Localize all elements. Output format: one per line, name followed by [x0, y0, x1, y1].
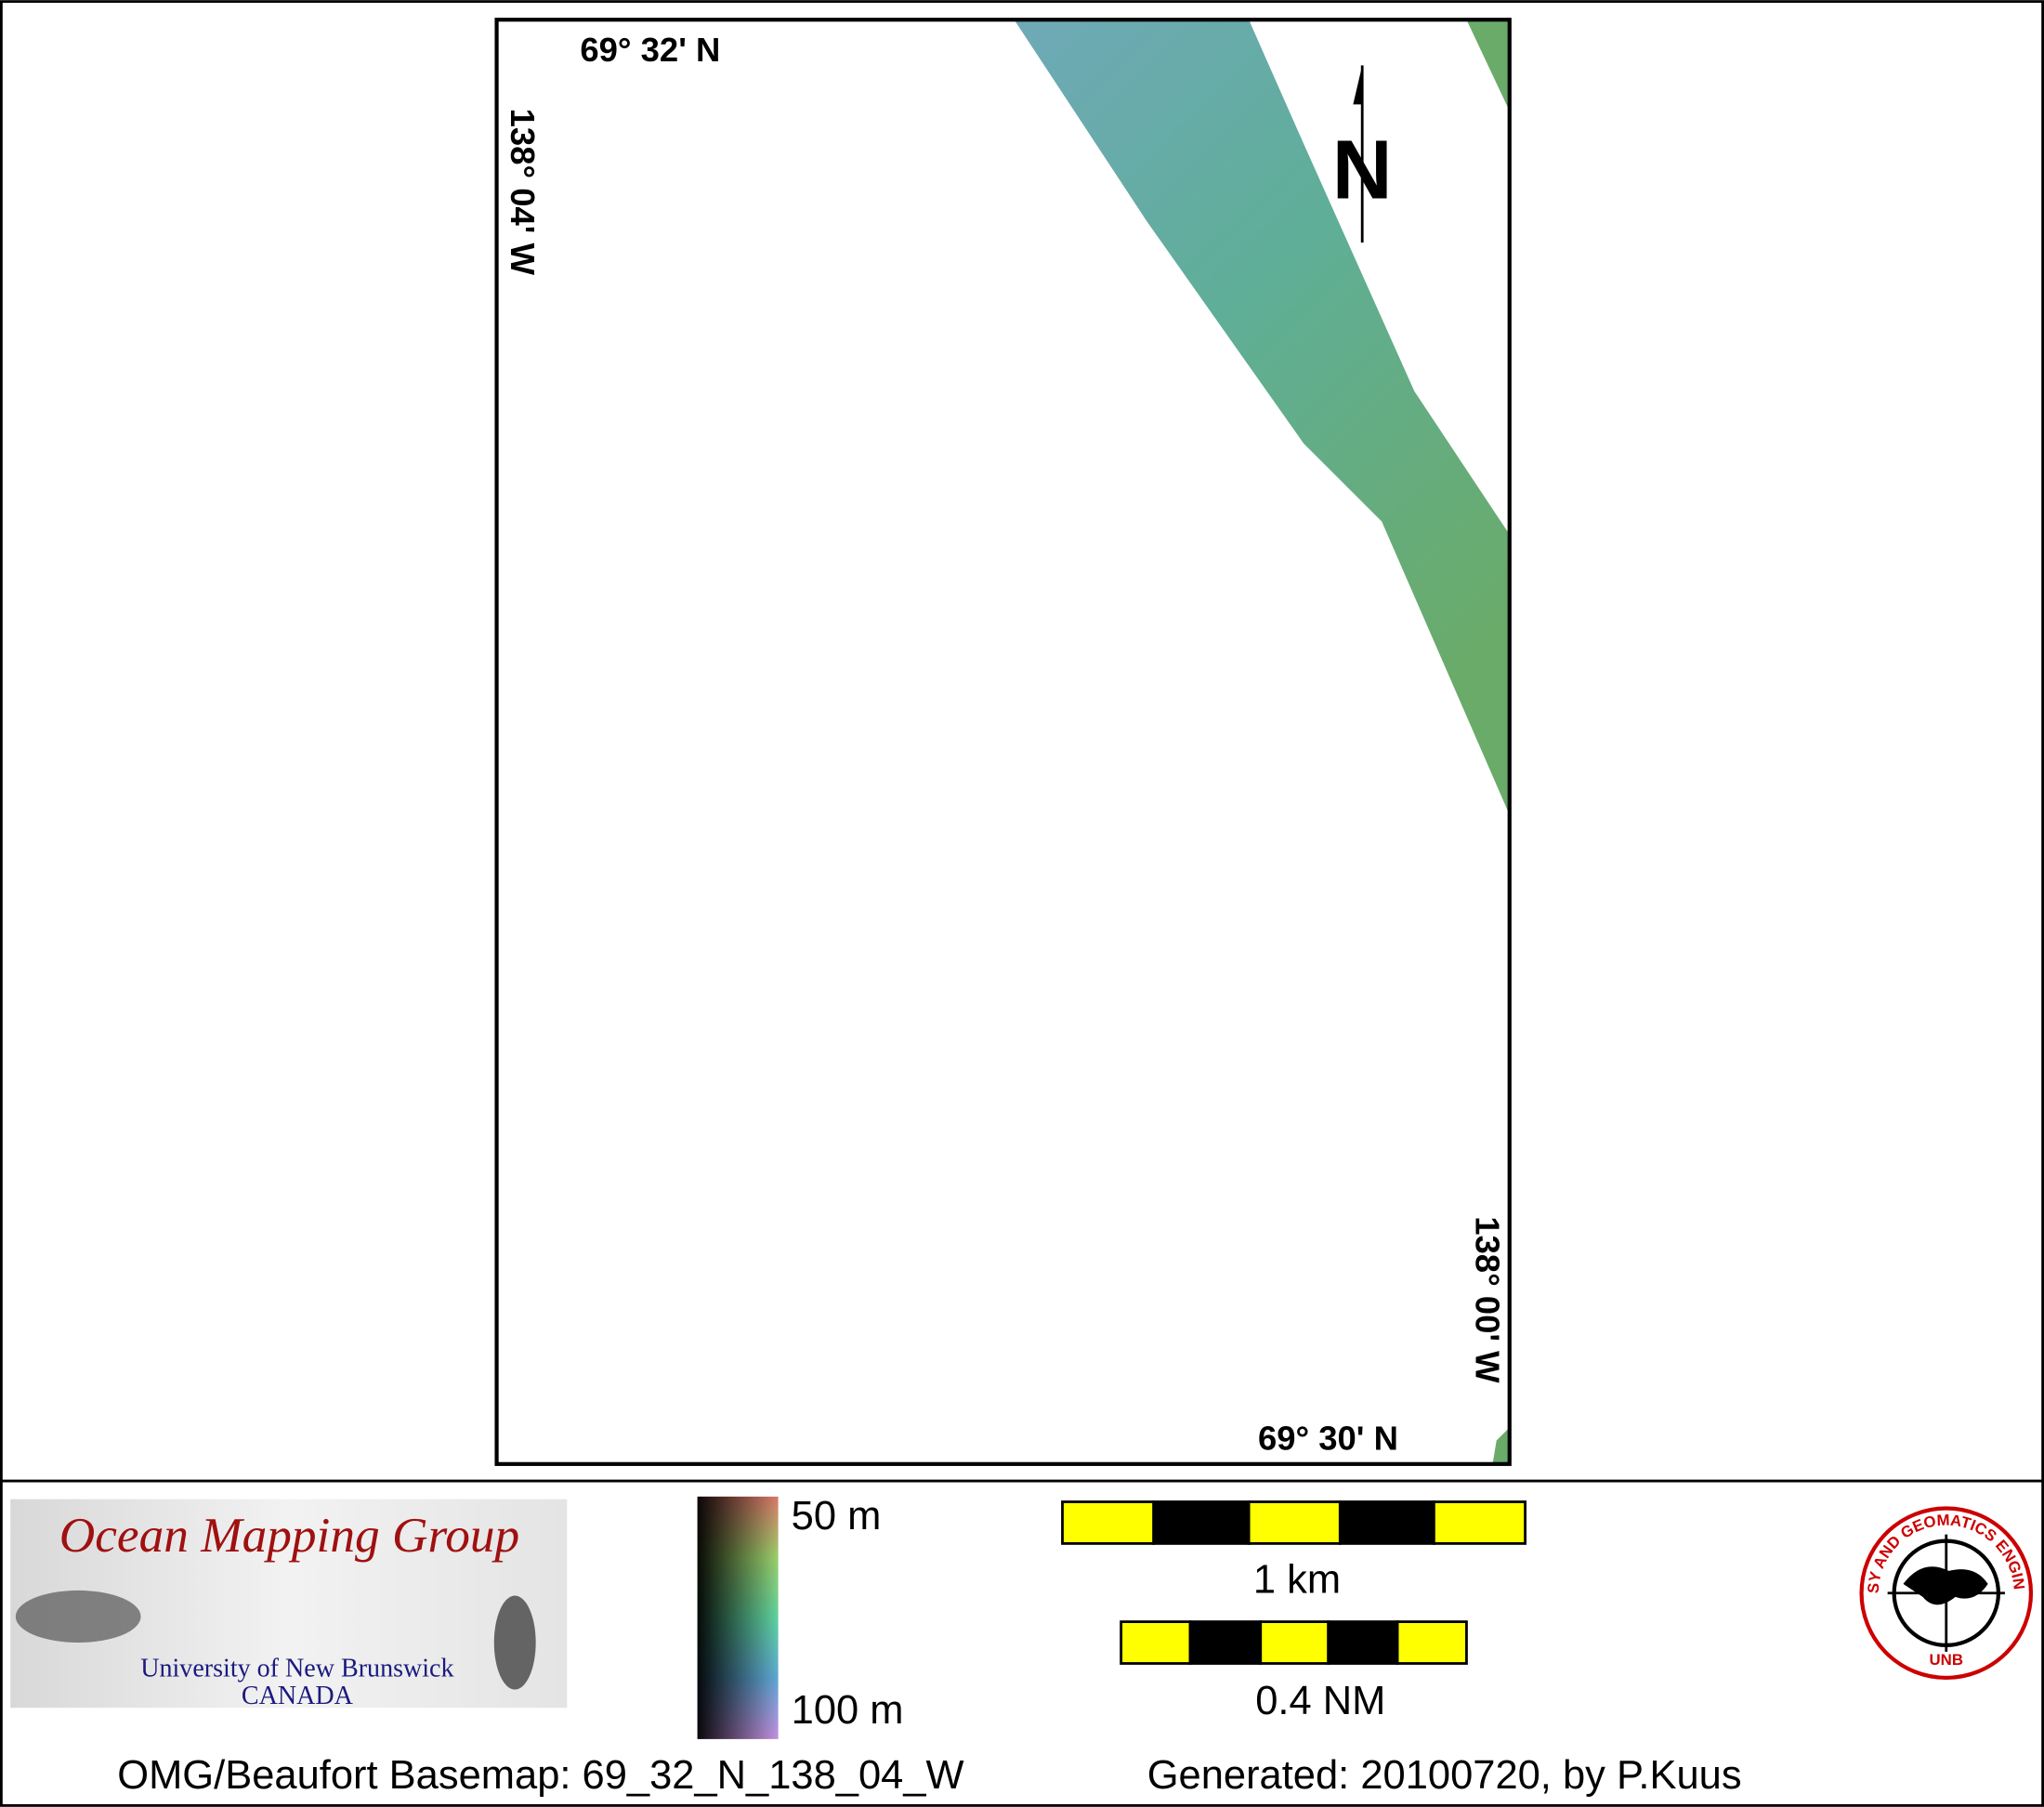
unb-short: UNB — [1930, 1651, 1963, 1669]
unb-ring-text: GEODESY AND GEOMATICS ENGINEERING — [0, 0, 2028, 1594]
lat-label: 69° 32' N — [580, 31, 720, 69]
omg-logo: Ocean Mapping Group University of New Br… — [10, 1499, 568, 1710]
legend-label: 50 m — [792, 1494, 882, 1539]
legend-label: 100 m — [792, 1688, 904, 1733]
north-arrow: N — [1332, 65, 1393, 243]
north-label: N — [1332, 124, 1393, 216]
lon-label: 138° 04' W — [504, 109, 542, 276]
lat-label: 69° 30' N — [1258, 1419, 1398, 1457]
svg-text:GEODESY AND GEOMATICS ENGINEER: GEODESY AND GEOMATICS ENGINEERING — [0, 0, 2028, 1594]
scale-label: 1 km — [1253, 1558, 1341, 1603]
omg-title: Ocean Mapping Group — [59, 1507, 519, 1563]
bathymetry — [1014, 20, 1510, 1464]
swath — [1466, 20, 1510, 111]
swath — [1014, 20, 1510, 816]
scale-bar — [1120, 1620, 1468, 1665]
scale-bar — [1061, 1500, 1526, 1545]
omg-line: University of New Brunswick — [140, 1655, 454, 1683]
map-frame — [494, 18, 1512, 1466]
footer-text: Generated: 20100720, by P.Kuus — [1147, 1753, 1742, 1798]
footer-text: OMG/Beaufort Basemap: 69_32_N_138_04_W — [117, 1753, 963, 1798]
unb-logo: GEODESY AND GEOMATICS ENGINEERING UNB — [0, 0, 2034, 1681]
swath — [1492, 1427, 1510, 1464]
omg-line: CANADA — [242, 1682, 354, 1710]
scale-label: 0.4 NM — [1255, 1679, 1385, 1723]
lon-label: 138° 00' W — [1468, 1216, 1506, 1383]
depth-legend: 50 m 100 m — [697, 1494, 904, 1739]
